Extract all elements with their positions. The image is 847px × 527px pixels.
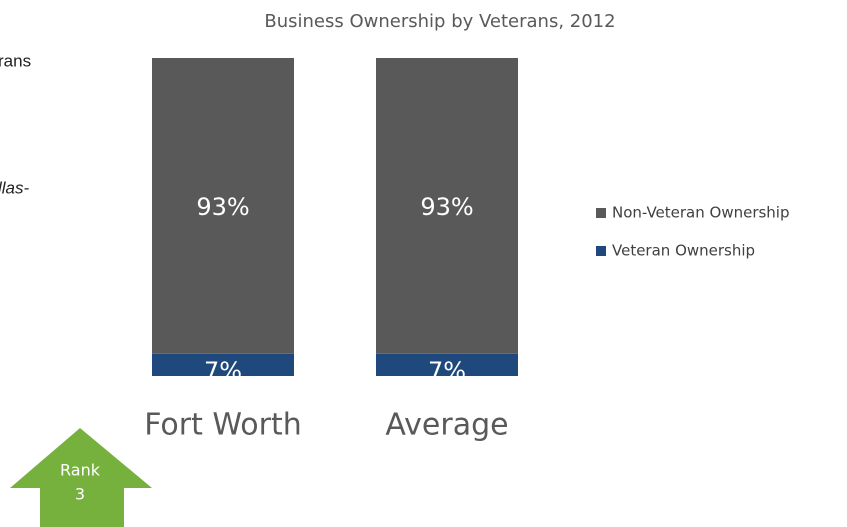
plot: 7% 93% 7% 93% <box>152 58 518 385</box>
legend-swatch <box>596 246 606 256</box>
legend-swatch <box>596 208 606 218</box>
rank-label: Rank <box>60 461 101 480</box>
data-label: 93% <box>196 193 249 221</box>
text-fragment: rans <box>0 51 31 70</box>
bar-segment <box>376 58 518 354</box>
rank-arrow <box>10 428 152 527</box>
data-label: 7% <box>204 357 242 385</box>
data-label: 93% <box>420 193 473 221</box>
bar-segment <box>152 58 294 354</box>
x-tick-label: Fort Worth <box>144 408 302 443</box>
text-fragment: llas- <box>0 178 30 197</box>
x-tick-label: Average <box>385 408 508 443</box>
data-label: 7% <box>428 357 466 385</box>
legend-label: Veteran Ownership <box>612 242 755 260</box>
legend-label: Non-Veteran Ownership <box>612 204 790 222</box>
bar-segment <box>376 353 518 376</box>
chart-title: Business Ownership by Veterans, 2012 <box>264 11 615 32</box>
bar-segment <box>152 353 294 376</box>
rank-value: 3 <box>75 485 85 504</box>
